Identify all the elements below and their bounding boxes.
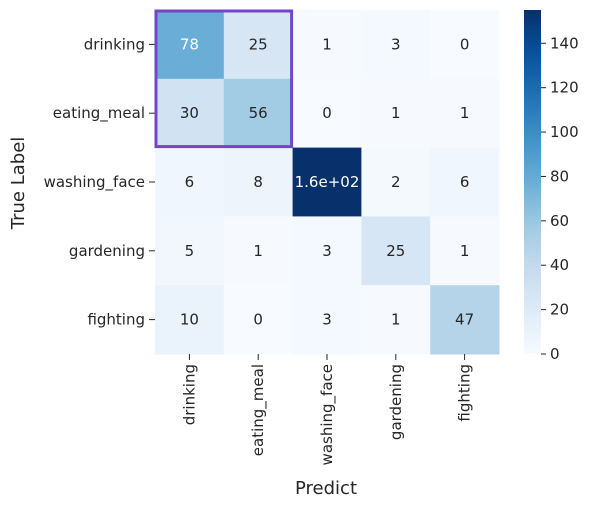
heatmap-cell-labels: 78 25 1 3 030 56 0 1 16 8 1.6e+02 2 65 1 3 25 110 0 3 1 47	[180, 35, 474, 328]
cell-value-label: 0	[460, 35, 470, 53]
colorbar-tick-label: 60	[550, 212, 569, 230]
x-axis-ticks: drinking eating_meal washing_face gardening…	[180, 354, 474, 465]
x-tick-label: fighting	[456, 364, 474, 422]
heatmap-cell	[223, 10, 294, 80]
x-tick-label: drinking	[180, 364, 198, 425]
heatmap-cell	[361, 78, 431, 149]
cell-value-label: 3	[391, 35, 401, 53]
colorbar-tick-label: 140	[550, 34, 579, 52]
heatmap-cell	[155, 10, 225, 80]
cell-value-label: 1.6e+02	[295, 173, 360, 191]
colorbar-tick-label: 100	[550, 123, 579, 141]
cell-value-label: 1	[460, 242, 470, 260]
heatmap-cell	[223, 216, 294, 286]
x-tick-label: eating_meal	[249, 364, 268, 456]
colorbar-tick-label: 0	[550, 345, 560, 363]
heatmap-cell	[361, 10, 431, 80]
heatmap-cell	[430, 285, 500, 355]
colorbar-gradient	[524, 10, 541, 354]
heatmap-cell	[430, 147, 500, 217]
cell-value-label: 1	[460, 104, 470, 122]
highlight-box	[154, 9, 294, 149]
cell-value-label: 0	[322, 104, 332, 122]
colorbar-tick-label: 40	[550, 256, 569, 274]
cell-value-label: 5	[185, 242, 195, 260]
cell-value-label: 30	[180, 104, 199, 122]
x-tick-label: washing_face	[318, 364, 337, 465]
cell-value-label: 1	[253, 242, 263, 260]
cell-value-label: 10	[180, 311, 199, 329]
heatmap-cell	[223, 147, 294, 217]
cell-value-label: 56	[249, 104, 268, 122]
heatmap-cell	[430, 78, 500, 149]
y-tick-label: fighting	[87, 311, 145, 329]
y-tick-label: washing_face	[44, 173, 145, 192]
heatmap-cell	[292, 285, 362, 355]
heatmap-cell	[223, 285, 294, 355]
cell-value-label: 25	[386, 242, 405, 260]
y-tick-label: gardening	[69, 242, 145, 260]
heatmap-cell	[292, 10, 362, 80]
highlight-box-group	[154, 9, 294, 149]
heatmap-cell	[292, 147, 362, 217]
heatmap-cell	[361, 147, 431, 217]
heatmap-cell	[430, 10, 500, 80]
cell-value-label: 1	[391, 311, 401, 329]
cell-value-label: 47	[455, 311, 474, 329]
y-axis-title: True Label	[8, 137, 29, 231]
cell-value-label: 3	[322, 311, 332, 329]
cell-value-label: 8	[253, 173, 263, 191]
cell-value-label: 2	[391, 173, 401, 191]
heatmap-cell	[223, 78, 294, 149]
x-tick-label: gardening	[387, 364, 405, 440]
heatmap-cells	[155, 10, 500, 355]
cell-value-label: 25	[249, 35, 268, 53]
heatmap-cell	[361, 285, 431, 355]
cell-value-label: 78	[180, 35, 199, 53]
colorbar-tick-label: 80	[550, 167, 569, 185]
heatmap-cell	[155, 285, 225, 355]
x-axis-title: Predict	[295, 478, 357, 499]
cell-value-label: 1	[322, 35, 332, 53]
cell-value-label: 1	[391, 104, 401, 122]
heatmap-cell	[361, 216, 431, 286]
cell-value-label: 6	[185, 173, 195, 191]
y-tick-label: drinking	[84, 35, 145, 53]
colorbar-tick-label: 20	[550, 301, 569, 319]
heatmap-cell	[155, 216, 225, 286]
colorbar: 0 20 40 60 80 100 120 140	[524, 10, 579, 363]
heatmap-cell	[292, 78, 362, 149]
heatmap-cell	[155, 147, 225, 217]
cell-value-label: 6	[460, 173, 470, 191]
heatmap-cell	[155, 78, 225, 149]
heatmap-cell	[430, 216, 500, 286]
cell-value-label: 0	[253, 311, 263, 329]
colorbar-tick-label: 120	[550, 79, 579, 97]
cell-value-label: 3	[322, 242, 332, 260]
y-axis-ticks: drinking eating_meal washing_face gardening…	[44, 35, 155, 329]
heatmap-cell	[292, 216, 362, 286]
y-tick-label: eating_meal	[53, 104, 145, 123]
